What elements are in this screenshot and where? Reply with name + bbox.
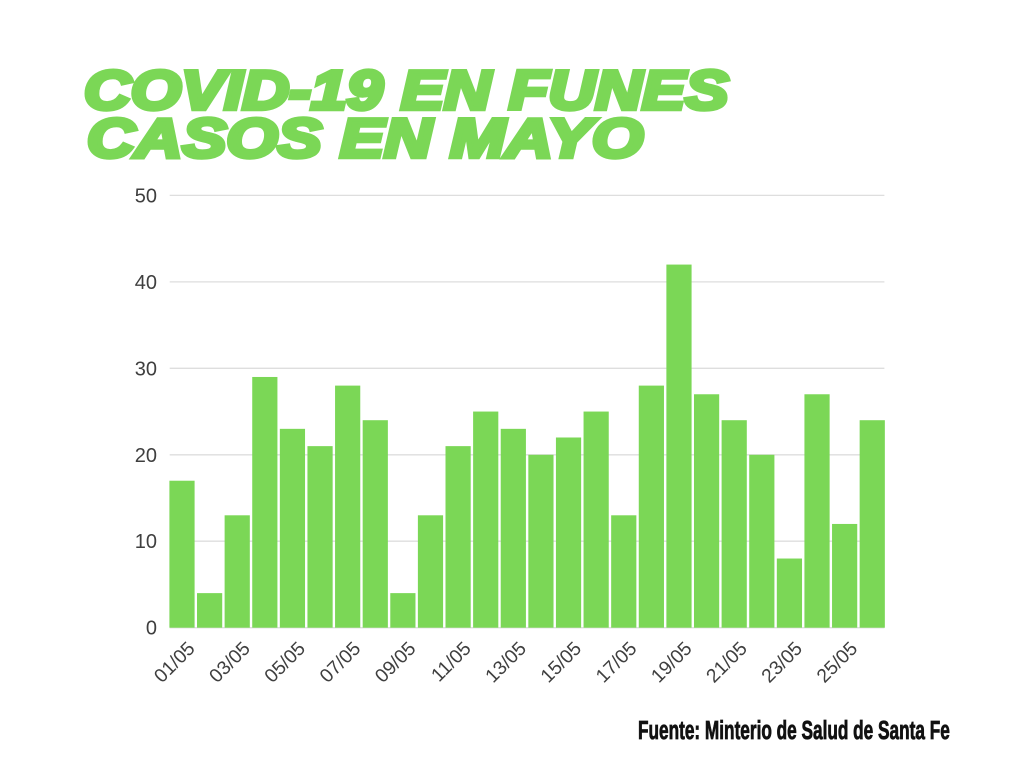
svg-text:17/05: 17/05 [592,638,641,687]
svg-text:01/05: 01/05 [151,638,200,687]
svg-text:07/05: 07/05 [316,638,365,687]
svg-text:20: 20 [135,445,157,467]
svg-text:0: 0 [146,618,157,640]
svg-text:03/05: 03/05 [206,638,255,687]
svg-text:40: 40 [135,272,157,294]
svg-text:50: 50 [135,185,157,207]
svg-text:21/05: 21/05 [703,638,752,687]
svg-text:10: 10 [135,531,157,553]
svg-text:19/05: 19/05 [648,638,697,687]
svg-text:23/05: 23/05 [758,638,807,687]
svg-text:15/05: 15/05 [537,638,586,687]
svg-text:11/05: 11/05 [428,638,476,686]
svg-text:05/05: 05/05 [261,638,310,687]
svg-text:09/05: 09/05 [371,638,420,687]
svg-text:13/05: 13/05 [482,638,531,687]
svg-text:30: 30 [135,358,157,380]
svg-text:25/05: 25/05 [813,638,862,687]
